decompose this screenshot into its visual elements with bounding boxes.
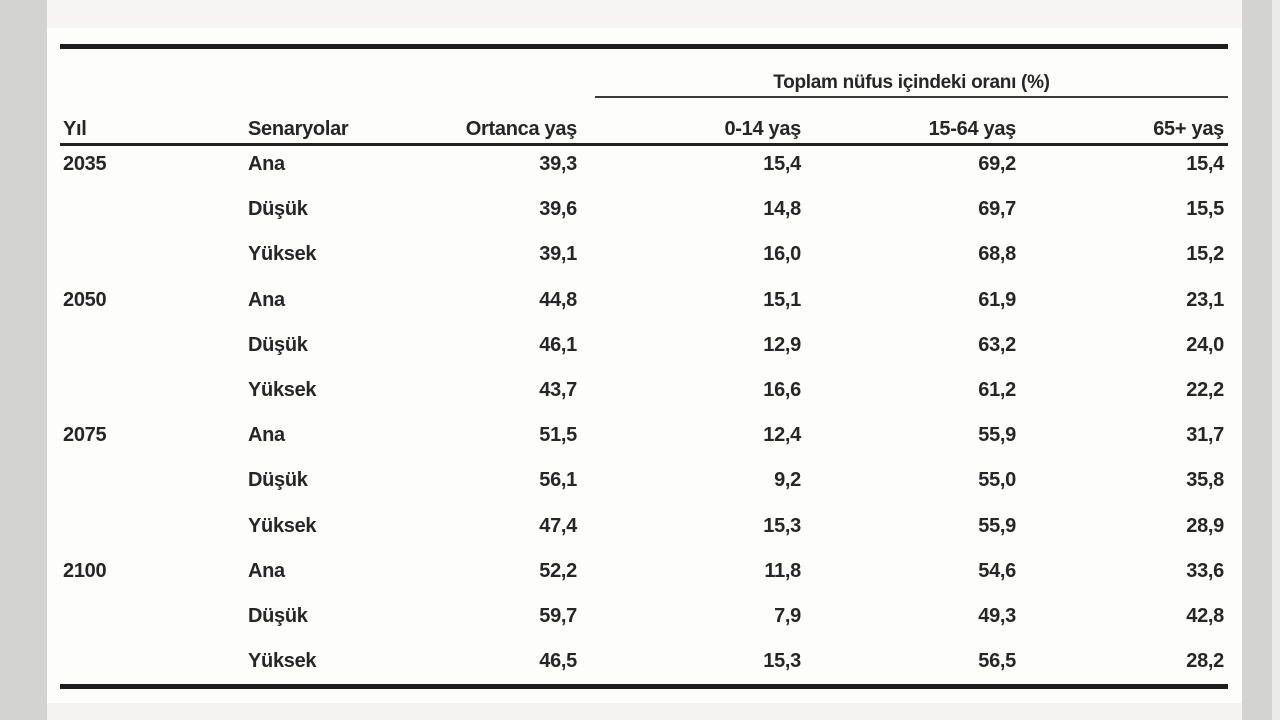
cell-scenario: Düşük	[248, 333, 308, 356]
cell-year: 2035	[63, 153, 107, 176]
left-gutter	[0, 0, 47, 720]
cell-median-age: 39,6	[539, 198, 577, 221]
cell-year: 2100	[63, 559, 107, 582]
column-header-year: Yıl	[63, 118, 87, 140]
cell-median-age: 59,7	[539, 604, 577, 627]
cell-age-0-14: 11,8	[764, 559, 801, 582]
cell-age-15-64: 69,2	[978, 153, 1016, 176]
cell-age-0-14: 15,1	[763, 288, 801, 311]
cell-scenario: Ana	[248, 288, 285, 311]
cell-scenario: Düşük	[248, 198, 308, 221]
cell-year: 2075	[63, 424, 107, 447]
cell-median-age: 39,1	[539, 243, 577, 266]
cell-age-65plus: 24,0	[1186, 333, 1224, 356]
cell-age-0-14: 15,3	[763, 514, 801, 537]
cell-median-age: 51,5	[539, 424, 577, 447]
cell-age-65plus: 31,7	[1186, 424, 1224, 447]
cell-age-0-14: 15,4	[763, 153, 801, 176]
cell-age-0-14: 15,3	[763, 650, 801, 673]
cell-age-15-64: 55,9	[978, 514, 1016, 537]
column-header-median-age: Ortanca yaş	[465, 118, 578, 140]
cell-age-15-64: 63,2	[978, 333, 1016, 356]
cell-age-65plus: 33,6	[1186, 559, 1224, 582]
cell-scenario: Yüksek	[248, 243, 317, 266]
cell-age-15-64: 55,9	[978, 424, 1016, 447]
cell-scenario: Ana	[248, 153, 285, 176]
cell-age-0-14: 9,2	[774, 469, 801, 492]
cell-age-0-14: 16,6	[763, 379, 801, 402]
cell-scenario: Yüksek	[248, 650, 317, 673]
table-row: Düşük 39,6 14,8 69,7 15,5	[60, 187, 1228, 232]
cell-scenario: Yüksek	[248, 514, 317, 537]
right-gutter	[1242, 0, 1272, 720]
cell-age-65plus: 15,2	[1186, 243, 1224, 266]
cell-age-15-64: 69,7	[978, 198, 1016, 221]
span-header-rule	[595, 96, 1228, 98]
cell-age-15-64: 49,3	[978, 604, 1016, 627]
table-row: Düşük 56,1 9,2 55,0 35,8	[60, 458, 1228, 503]
cell-age-65plus: 15,5	[1186, 198, 1224, 221]
bottom-strip	[47, 703, 1242, 720]
cell-median-age: 52,2	[539, 559, 577, 582]
table-row: Yüksek 47,4 15,3 55,9 28,9	[60, 504, 1228, 549]
table-body: 2035 Ana 39,3 15,4 69,2 15,4 Düşük 39,6 14,8 69,7…	[60, 142, 1228, 684]
cell-median-age: 56,1	[539, 469, 577, 492]
cell-median-age: 46,1	[539, 333, 577, 356]
table-row: 2100 Ana 52,2 11,8 54,6 33,6	[60, 549, 1228, 594]
span-header: Toplam nüfus içindeki oranı (%)	[595, 60, 1228, 94]
table-bottom-rule	[60, 684, 1228, 689]
cell-age-15-64: 61,9	[978, 288, 1016, 311]
cell-age-15-64: 56,5	[978, 650, 1016, 673]
table-header-row: Yıl Senaryolar Ortanca yaş 0-14 yaş 15-6…	[60, 102, 1228, 141]
cell-age-65plus: 23,1	[1186, 288, 1224, 311]
cell-age-65plus: 28,2	[1186, 650, 1224, 673]
cell-scenario: Düşük	[248, 469, 308, 492]
table-row: 2035 Ana 39,3 15,4 69,2 15,4	[60, 142, 1228, 187]
cell-age-65plus: 35,8	[1186, 469, 1224, 492]
cell-age-15-64: 54,6	[978, 559, 1016, 582]
cell-age-0-14: 12,4	[763, 424, 801, 447]
cell-median-age: 44,8	[539, 288, 577, 311]
table-row: Düşük 59,7 7,9 49,3 42,8	[60, 594, 1228, 639]
span-header-label: Toplam nüfus içindeki oranı (%)	[773, 72, 1050, 93]
cell-scenario: Yüksek	[248, 379, 317, 402]
cell-age-15-64: 68,8	[978, 243, 1016, 266]
cell-year: 2050	[63, 288, 107, 311]
cell-median-age: 43,7	[539, 379, 577, 402]
cell-scenario: Düşük	[248, 604, 308, 627]
table-row: Yüksek 43,7 16,6 61,2 22,2	[60, 368, 1228, 413]
top-strip	[47, 0, 1242, 28]
cell-scenario: Ana	[248, 559, 285, 582]
cell-median-age: 39,3	[539, 153, 577, 176]
cell-age-0-14: 7,9	[774, 604, 801, 627]
column-header-age-0-14: 0-14 yaş	[724, 118, 801, 140]
table-row: 2075 Ana 51,5 12,4 55,9 31,7	[60, 413, 1228, 458]
cell-age-65plus: 22,2	[1186, 379, 1224, 402]
cell-median-age: 47,4	[539, 514, 577, 537]
cell-age-0-14: 16,0	[763, 243, 801, 266]
cell-age-65plus: 42,8	[1186, 604, 1224, 627]
cell-age-65plus: 28,9	[1186, 514, 1224, 537]
cell-age-0-14: 14,8	[763, 198, 801, 221]
cell-scenario: Ana	[248, 424, 285, 447]
table-top-rule	[60, 44, 1228, 49]
cell-age-15-64: 61,2	[978, 379, 1016, 402]
header-rule	[60, 143, 1228, 146]
table-row: 2050 Ana 44,8 15,1 61,9 23,1	[60, 278, 1228, 323]
column-header-age-15-64: 15-64 yaş	[928, 118, 1017, 140]
table-row: Düşük 46,1 12,9 63,2 24,0	[60, 323, 1228, 368]
table-row: Yüksek 39,1 16,0 68,8 15,2	[60, 232, 1228, 277]
cell-age-15-64: 55,0	[978, 469, 1016, 492]
table-row: Yüksek 46,5 15,3 56,5 28,2	[60, 639, 1228, 684]
column-header-scenario: Senaryolar	[248, 118, 349, 140]
cell-age-65plus: 15,4	[1186, 153, 1224, 176]
right-gutter-edge	[1272, 0, 1280, 720]
cell-median-age: 46,5	[539, 650, 577, 673]
column-header-age-65plus: 65+ yaş	[1153, 118, 1224, 140]
cell-age-0-14: 12,9	[763, 333, 801, 356]
